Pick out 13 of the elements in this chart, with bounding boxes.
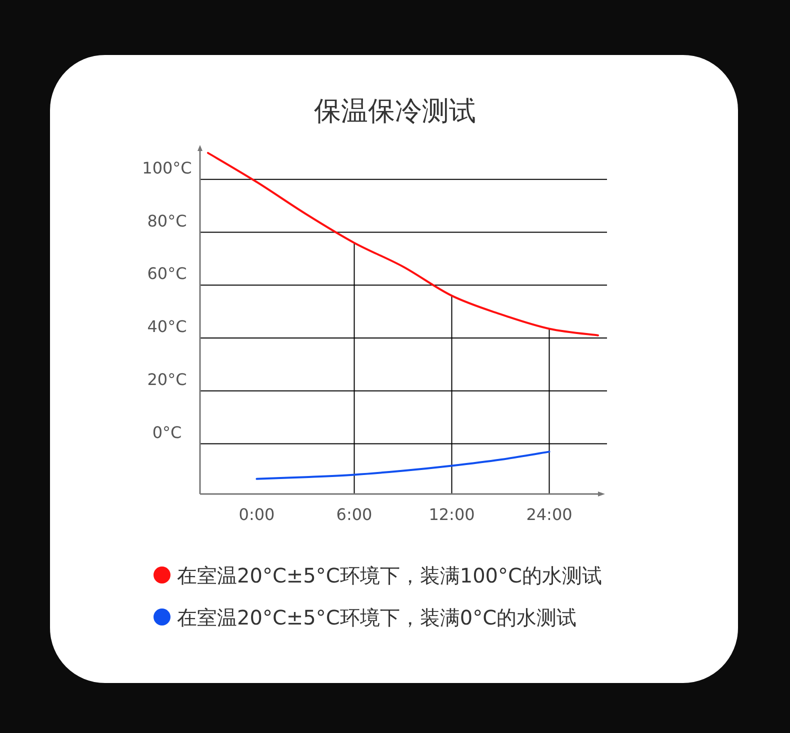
x-tick-label: 0:00: [238, 505, 275, 524]
legend-label: 在室温20°C±5°C环境下，装满100°C的水测试: [177, 564, 602, 588]
x-tick-label: 24:00: [526, 505, 572, 524]
legend-label: 在室温20°C±5°C环境下，装满0°C的水测试: [177, 606, 577, 630]
x-tick-label: 12:00: [428, 505, 475, 524]
x-tick-label: 6:00: [336, 505, 372, 524]
y-tick-label: 60°C: [147, 264, 187, 284]
y-tick-label: 0°C: [152, 422, 182, 442]
y-tick-label: 40°C: [147, 317, 187, 336]
y-tick-label: 20°C: [147, 370, 187, 389]
y-tick-label: 100°C: [142, 158, 192, 178]
y-tick-label: 80°C: [147, 211, 187, 230]
chart-title: 保温保冷测试: [314, 96, 476, 127]
